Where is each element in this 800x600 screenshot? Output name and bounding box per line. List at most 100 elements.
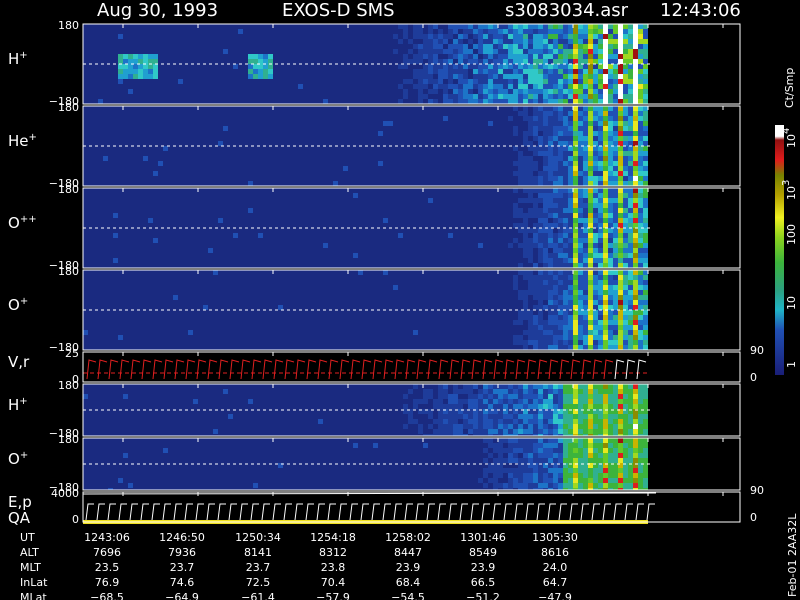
spectrogram-cell <box>443 409 448 414</box>
spectrogram-cell <box>588 285 593 290</box>
spectrogram-cell <box>578 483 583 488</box>
spectrogram-cell <box>468 429 473 434</box>
spectrogram-cell <box>548 176 553 181</box>
spectrogram-cell <box>638 330 643 335</box>
table-cell: 23.5 <box>95 561 120 574</box>
spectrogram-cell <box>503 84 508 89</box>
spectrogram-cell <box>478 34 483 39</box>
spectrogram-cell <box>548 285 553 290</box>
spectrogram-cell <box>608 69 613 74</box>
spectrogram-cell <box>613 74 618 79</box>
y-bottom-label: 0 <box>72 373 79 386</box>
table-cell: 70.4 <box>321 576 346 589</box>
spectrogram-cell <box>573 419 578 424</box>
spectrogram-cell <box>553 233 558 238</box>
spectrogram-cell <box>618 285 623 290</box>
spectrogram-cell <box>473 79 478 84</box>
spectrogram-cell <box>598 79 603 84</box>
spectrogram-cell <box>588 64 593 69</box>
spectrogram-cell <box>488 69 493 74</box>
spectrogram-cell <box>558 300 563 305</box>
spectrogram-cell <box>558 448 563 453</box>
spectrogram-cell <box>393 49 398 54</box>
spectrogram-cell <box>628 295 633 300</box>
spectrogram-cell <box>598 193 603 198</box>
table-cell: −54.5 <box>391 591 425 600</box>
spectrogram-cell <box>353 443 358 448</box>
spectrogram-cell <box>528 448 533 453</box>
spectrogram-cell <box>523 270 528 275</box>
spectrogram-cell <box>633 468 638 473</box>
spectrogram-cell <box>253 69 258 74</box>
spectrogram-cell <box>533 434 538 436</box>
spectrogram-cell <box>468 399 473 404</box>
spectrogram-cell <box>563 94 568 99</box>
spectrogram-cell <box>543 384 548 389</box>
spectrogram-cell <box>453 424 458 429</box>
spectrogram-cell <box>573 473 578 478</box>
spectrogram-cell <box>548 223 553 228</box>
spectrogram-cell <box>638 94 643 99</box>
spectrogram-cell <box>618 394 623 399</box>
spectrogram-cell <box>518 468 523 473</box>
spectrogram-cell <box>553 280 558 285</box>
spectrogram-cell <box>463 69 468 74</box>
spectrogram-cell <box>573 121 578 126</box>
spectrogram-cell <box>543 203 548 208</box>
spectrogram-cell <box>493 434 498 436</box>
spectrogram-cell <box>618 151 623 156</box>
spectrogram-cell <box>618 106 623 111</box>
spectrogram-cell <box>478 64 483 69</box>
spectrogram-cell <box>623 438 628 443</box>
e-mark <box>162 503 171 521</box>
spectrogram-cell <box>583 131 588 136</box>
spectrogram-cell <box>538 49 543 54</box>
spectrogram-cell <box>443 64 448 69</box>
spectrogram-cell <box>143 156 148 161</box>
spectrogram-cell <box>563 248 568 253</box>
spectrogram-cell <box>623 126 628 131</box>
spectrogram-cell <box>448 74 453 79</box>
spectrogram-cell <box>643 473 648 478</box>
spectrogram-cell <box>483 409 488 414</box>
spectrogram-cell <box>498 94 503 99</box>
spectrogram-cell <box>588 131 593 136</box>
spectrogram-cell <box>643 340 648 345</box>
spectrogram-cell <box>528 315 533 320</box>
spectrogram-cell <box>118 54 123 59</box>
spectrogram-cell <box>533 79 538 84</box>
spectrogram-cell <box>538 429 543 434</box>
spectrogram-cell <box>623 419 628 424</box>
spectrogram-cell <box>633 44 638 49</box>
spectrogram-cell <box>608 99 613 104</box>
spectrogram-cell <box>603 419 608 424</box>
spectrogram-cell <box>518 394 523 399</box>
spectrogram-cell <box>543 263 548 268</box>
v-mark <box>471 359 482 380</box>
spectrogram-cell <box>598 188 603 193</box>
spectrogram-cell <box>493 389 498 394</box>
spectrogram-cell <box>543 188 548 193</box>
spectrogram-cell <box>513 89 518 94</box>
spectrogram-cell <box>618 414 623 419</box>
spectrogram-cell <box>498 99 503 104</box>
spectrogram-cell <box>613 330 618 335</box>
spectrogram-cell <box>633 248 638 253</box>
spectrogram-cell <box>633 208 638 213</box>
spectrogram-cell <box>603 24 608 29</box>
spectrogram-cell <box>548 488 553 490</box>
e-mark <box>316 503 325 521</box>
panel-label2: QA <box>8 509 31 527</box>
spectrogram-cell <box>553 434 558 436</box>
spectrogram-cell <box>548 29 553 34</box>
spectrogram-cell <box>623 280 628 285</box>
spectrogram-cell <box>473 419 478 424</box>
spectrogram-cell <box>433 49 438 54</box>
spectrogram-cell <box>598 74 603 79</box>
spectrogram-cell <box>568 438 573 443</box>
spectrogram-cell <box>568 290 573 295</box>
spectrogram-cell <box>643 84 648 89</box>
e-mark <box>404 503 413 521</box>
spectrogram-cell <box>493 409 498 414</box>
spectrogram-cell <box>563 335 568 340</box>
